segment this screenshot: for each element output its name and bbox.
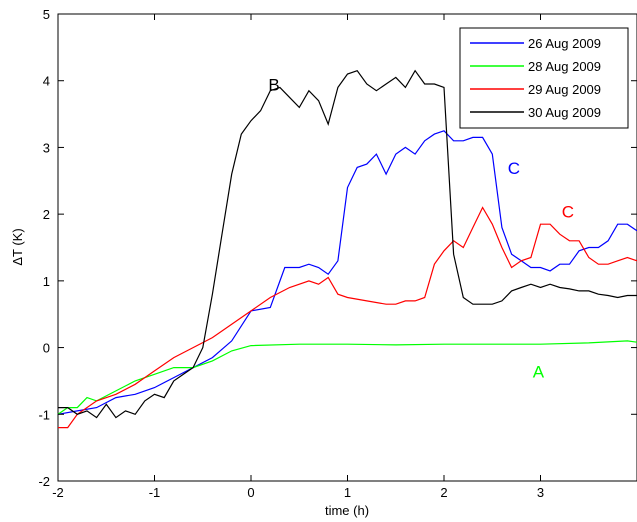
series-line-0 [57, 130, 637, 415]
legend-label-0: 26 Aug 2009 [528, 36, 601, 51]
legend-label-3: 30 Aug 2009 [528, 105, 601, 120]
annotation-0: B [268, 76, 279, 95]
legend: 26 Aug 2009 28 Aug 2009 29 Aug 2009 30 Aug … [459, 27, 629, 129]
legend-label-2: 29 Aug 2009 [528, 82, 601, 97]
y-tick-label-4: 2 [43, 207, 50, 222]
y-tick-label-5: 3 [43, 140, 50, 155]
series-line-2 [58, 206, 637, 429]
annotation-3: A [533, 363, 545, 382]
x-tick-label-0: -2 [52, 485, 64, 500]
annotation-layer: B C C A [268, 76, 574, 382]
legend-label-1: 28 Aug 2009 [528, 59, 601, 74]
y-tick-label-7: 5 [43, 7, 50, 22]
y-tick-label-2: 0 [43, 341, 50, 356]
x-axis-label: time (h) [325, 503, 369, 518]
y-tick-label-0: -2 [38, 474, 50, 489]
series-layer [57, 69, 637, 429]
ticks-layer: -2 -1 0 1 2 3 -2 -1 0 1 2 3 4 5 [38, 7, 637, 500]
y-tick-label-3: 1 [43, 274, 50, 289]
y-axis-label: ΔT (K) [10, 228, 25, 265]
annotation-2: C [562, 202, 574, 221]
x-tick-label-3: 1 [344, 485, 351, 500]
y-tick-label-1: -1 [38, 407, 50, 422]
series-line-3 [58, 69, 637, 419]
annotation-1: C [508, 159, 520, 178]
x-tick-label-5: 3 [537, 485, 544, 500]
y-tick-label-6: 4 [43, 74, 50, 89]
series-line-1 [57, 340, 637, 415]
x-tick-label-1: -1 [149, 485, 161, 500]
x-tick-label-4: 2 [440, 485, 447, 500]
x-tick-label-2: 0 [247, 485, 254, 500]
